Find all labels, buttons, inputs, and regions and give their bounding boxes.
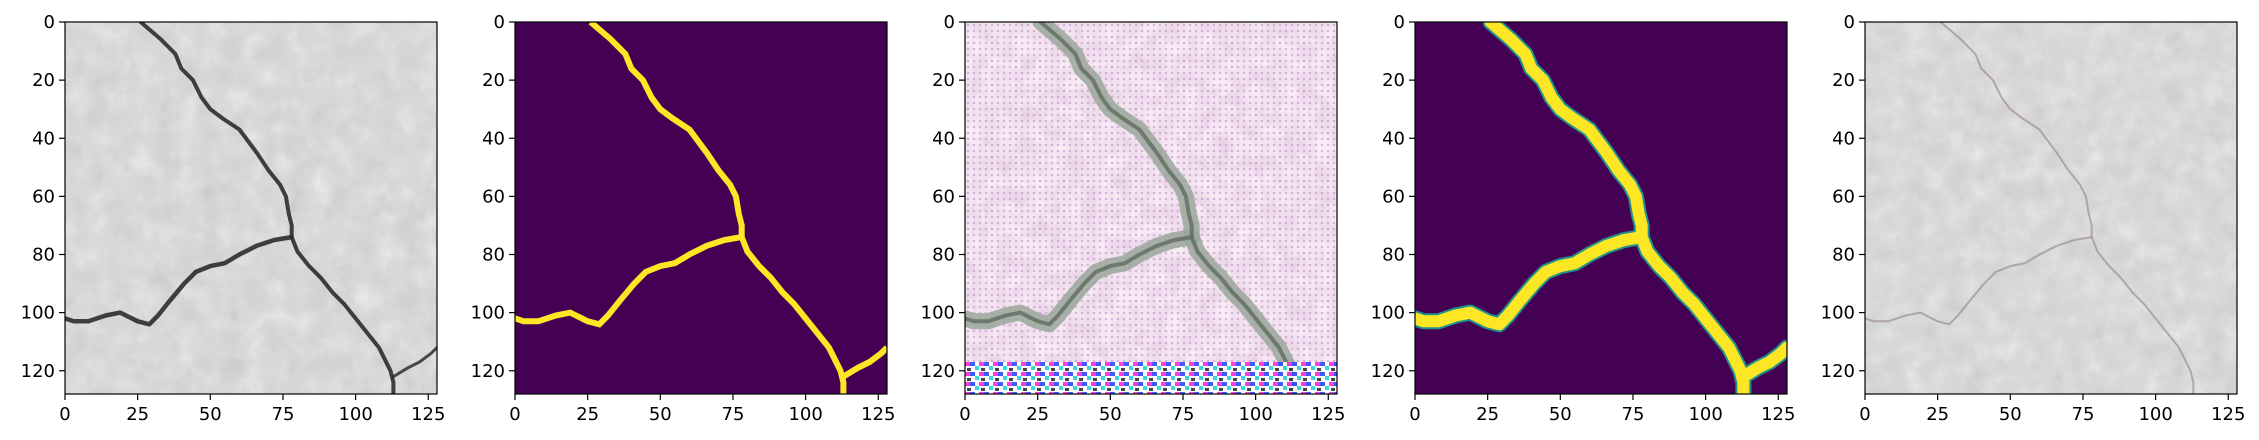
y-tick-label: 60	[1832, 186, 1855, 207]
mask-crack-branch	[515, 234, 743, 328]
y-tick-label: 80	[32, 245, 55, 266]
x-tick-label: 50	[199, 404, 222, 425]
panel-predicted-mask: 0 25 50 75 100 125 0 20 40 60 80 100 120	[1371, 12, 1796, 425]
y-tick-label: 40	[32, 128, 55, 149]
x-tick-label: 25	[1026, 404, 1049, 425]
x-tick-label: 0	[1409, 404, 1420, 425]
panel-input-image: 0 25 50 75 100 125 0 20 40 60 80 100 120	[21, 12, 446, 425]
panel-image	[65, 22, 437, 394]
y-tick-label: 20	[482, 70, 505, 91]
x-tick-label: 100	[338, 404, 372, 425]
x-tick-label: 125	[1311, 404, 1345, 425]
y-tick-label: 40	[1382, 128, 1405, 149]
y-tick-label: 120	[1821, 361, 1855, 382]
panel-generated-image: 0 25 50 75 100 125 0 20 40 60 80 100 120	[921, 12, 1346, 425]
axes-frame	[1864, 21, 2238, 395]
concrete-texture	[65, 22, 437, 394]
x-tick-label: 75	[2072, 404, 2095, 425]
panel-image	[1865, 22, 2237, 394]
y-tick-label: 40	[1832, 128, 1855, 149]
y-tick-label: 0	[1844, 12, 1855, 33]
crack-main	[138, 22, 396, 394]
y-tick-label: 120	[471, 361, 505, 382]
y-tick-label: 60	[32, 186, 55, 207]
concrete-texture	[1865, 22, 2237, 394]
x-tick-label: 25	[1926, 404, 1949, 425]
y-tick-label: 80	[1382, 245, 1405, 266]
x-tick-label: 50	[1549, 404, 1572, 425]
x-tick-label: 125	[1761, 404, 1795, 425]
y-tick-label: 0	[494, 12, 505, 33]
y-tick-label: 120	[921, 361, 955, 382]
axes-frame	[514, 21, 888, 395]
x-tick-label: 75	[1622, 404, 1645, 425]
y-tick-label: 20	[32, 70, 55, 91]
mask-crack-spur	[841, 345, 887, 380]
x-tick-label: 75	[272, 404, 295, 425]
mask-crack-main	[588, 22, 847, 394]
x-tick-label: 125	[2211, 404, 2245, 425]
axes-frame	[64, 21, 438, 395]
y-tick-label: 40	[482, 128, 505, 149]
y-tick-label: 60	[1382, 186, 1405, 207]
panel-ground-truth-mask: 0 25 50 75 100 125 0 20 40 60 80 100 120	[471, 12, 896, 425]
x-tick-label: 100	[1238, 404, 1272, 425]
generated-crack-branch-core	[965, 235, 1194, 327]
x-tick-label: 0	[959, 404, 970, 425]
panel-image	[965, 22, 1337, 394]
x-tick-label: 100	[1688, 404, 1722, 425]
x-tick-label: 25	[1476, 404, 1499, 425]
x-tick-label: 100	[788, 404, 822, 425]
y-tick-label: 80	[482, 245, 505, 266]
panel-image	[515, 22, 887, 394]
x-tick-label: 100	[2138, 404, 2172, 425]
y-tick-label: 20	[1832, 70, 1855, 91]
x-tick-label: 0	[1859, 404, 1870, 425]
y-tick-label: 120	[1371, 361, 1405, 382]
x-tick-label: 75	[722, 404, 745, 425]
pred-crack-core	[1737, 341, 1787, 383]
x-tick-label: 0	[509, 404, 520, 425]
y-tick-label: 60	[932, 186, 955, 207]
y-tick-label: 100	[471, 303, 505, 324]
y-tick-label: 20	[932, 70, 955, 91]
y-tick-label: 100	[21, 303, 55, 324]
x-tick-label: 75	[1172, 404, 1195, 425]
y-tick-label: 0	[44, 12, 55, 33]
pred-crack-core	[1484, 22, 1750, 394]
recon-crack-main	[1939, 22, 2195, 394]
x-tick-label: 50	[649, 404, 672, 425]
y-tick-label: 60	[482, 186, 505, 207]
x-tick-label: 50	[1999, 404, 2022, 425]
crack-branch	[65, 234, 294, 327]
generated-crack-core	[1038, 22, 1296, 394]
x-tick-label: 25	[576, 404, 599, 425]
axes-frame	[1414, 21, 1788, 395]
x-tick-label: 125	[861, 404, 895, 425]
panel-reconstructed-image: 0 25 50 75 100 125 0 20 40 60 80 100 120	[1821, 12, 2246, 425]
y-tick-label: 120	[21, 361, 55, 382]
y-tick-label: 80	[932, 245, 955, 266]
generated-artifact-band	[965, 362, 1337, 394]
y-tick-label: 100	[1371, 303, 1405, 324]
y-tick-label: 0	[944, 12, 955, 33]
y-tick-label: 20	[1382, 70, 1405, 91]
y-tick-label: 80	[1832, 245, 1855, 266]
axes-frame	[964, 21, 1338, 395]
mask-background	[515, 22, 887, 394]
x-tick-label: 125	[411, 404, 445, 425]
y-tick-label: 100	[921, 303, 955, 324]
x-tick-label: 25	[126, 404, 149, 425]
x-tick-label: 50	[1099, 404, 1122, 425]
x-tick-label: 0	[59, 404, 70, 425]
y-tick-label: 100	[1821, 303, 1855, 324]
recon-crack-branch	[1865, 236, 2093, 326]
crack-spur	[391, 346, 437, 379]
panels: 0 25 50 75 100 125 0 20 40 60 80 100 120 0 25 50 75 100 12…	[21, 12, 2246, 425]
pred-crack-core	[1415, 231, 1648, 331]
y-tick-label: 40	[932, 128, 955, 149]
y-tick-label: 0	[1394, 12, 1405, 33]
panel-image	[1415, 22, 1787, 394]
